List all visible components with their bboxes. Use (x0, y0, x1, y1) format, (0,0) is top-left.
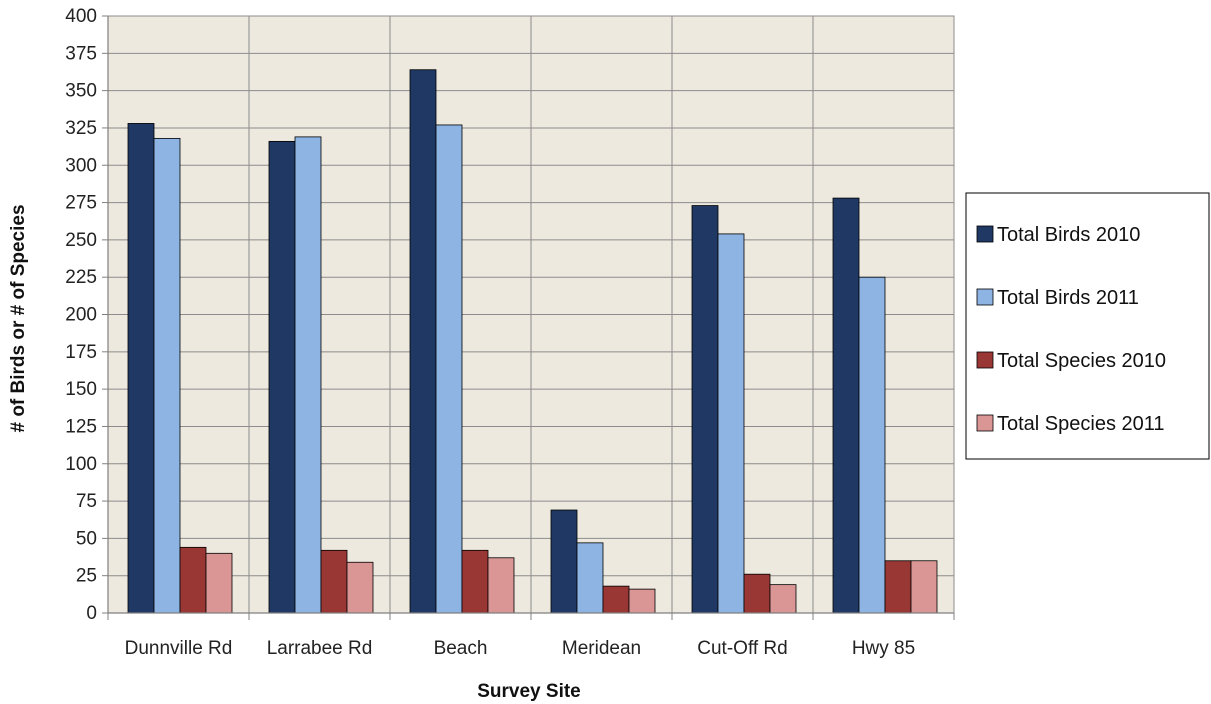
legend-swatch (976, 225, 994, 243)
bar-total-birds-2010-larrabee-rd (268, 140, 296, 614)
y-tick-label: 150 (65, 379, 97, 400)
bar-total-species-2011-beach (487, 557, 515, 614)
bar-total-birds-2010-dunnville-rd (127, 123, 155, 614)
y-tick-labels: 0 25 50 75 100 125 150 175 200 225 250 275 300 325 350… (65, 6, 97, 624)
bar-total-species-2011-larrabee-rd (346, 561, 374, 614)
bar-total-species-2010-meridean (602, 585, 630, 614)
bar-total-birds-2011-larrabee-rd (294, 136, 322, 614)
y-tick-label: 125 (65, 416, 97, 437)
legend-swatch (976, 351, 994, 369)
legend-box (965, 192, 1210, 460)
legend-label: Total Species 2010 (997, 350, 1166, 372)
bar-total-species-2010-cut-off-rd (743, 573, 771, 614)
y-tick-label: 375 (65, 43, 97, 64)
y-tick-label: 0 (86, 603, 97, 624)
bar-total-species-2011-hwy-85 (910, 560, 938, 614)
x-tick-labels: Dunnville Rd Larrabee Rd Beach Meridean Cut-… (125, 638, 916, 659)
axes (102, 15, 955, 620)
bar-total-birds-2010-beach (409, 69, 437, 614)
bar-total-birds-2010-hwy-85 (832, 197, 860, 614)
bar-total-species-2010-larrabee-rd (320, 549, 348, 614)
x-tick-label: Cut-Off Rd (697, 638, 787, 659)
y-tick-label: 75 (76, 491, 97, 512)
y-tick-label: 275 (65, 193, 97, 214)
legend-label: Total Species 2011 (997, 413, 1165, 435)
bar-total-species-2011-dunnville-rd (205, 552, 233, 614)
y-tick-label: 300 (65, 155, 97, 176)
bar-total-birds-2011-hwy-85 (858, 276, 886, 614)
y-tick-label: 250 (65, 230, 97, 251)
gridlines (108, 15, 954, 613)
y-tick-label: 100 (65, 454, 97, 475)
bar-total-birds-2010-meridean (550, 509, 578, 614)
bar-total-birds-2010-cut-off-rd (691, 205, 719, 614)
legend-label: Total Birds 2010 (997, 224, 1140, 246)
bar-total-birds-2011-beach (435, 124, 463, 614)
bar-total-birds-2011-dunnville-rd (153, 137, 181, 614)
y-tick-label: 200 (65, 305, 97, 326)
x-axis-title: Survey Site (477, 681, 581, 702)
bar-total-species-2010-dunnville-rd (179, 546, 207, 614)
y-tick-label: 175 (65, 342, 97, 363)
legend-label: Total Birds 2011 (997, 287, 1139, 309)
bar-total-species-2010-hwy-85 (884, 560, 912, 614)
bar-total-birds-2011-cut-off-rd (717, 233, 745, 614)
x-tick-label: Dunnville Rd (125, 638, 233, 659)
bar-total-species-2011-cut-off-rd (769, 584, 797, 614)
y-tick-label: 50 (76, 528, 97, 549)
x-tick-label: Beach (434, 638, 488, 659)
y-axis-title: # of Birds or # of Species (8, 204, 29, 432)
x-tick-label: Hwy 85 (852, 638, 915, 659)
bar-total-species-2010-beach (461, 549, 489, 614)
x-tick-label: Larrabee Rd (267, 638, 373, 659)
legend-swatch (976, 414, 994, 432)
bar-total-birds-2011-meridean (576, 542, 604, 614)
y-tick-label: 25 (76, 566, 97, 587)
y-tick-label: 400 (65, 6, 97, 27)
bar-total-species-2011-meridean (628, 588, 656, 614)
bars (127, 69, 938, 614)
y-tick-label: 225 (65, 267, 97, 288)
legend: Total Birds 2010 Total Birds 2011 Total Sp… (965, 192, 1210, 460)
y-tick-label: 350 (65, 81, 97, 102)
y-tick-label: 325 (65, 118, 97, 139)
legend-swatch (976, 288, 994, 306)
x-tick-label: Meridean (562, 638, 641, 659)
